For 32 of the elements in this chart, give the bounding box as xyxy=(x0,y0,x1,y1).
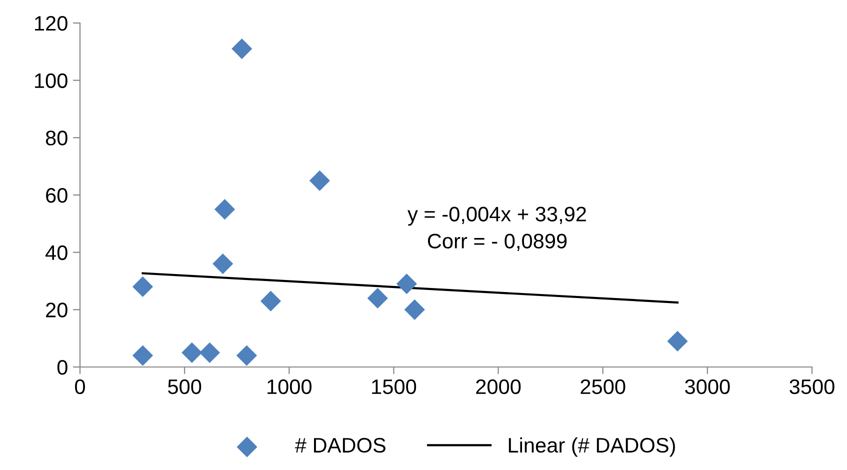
point xyxy=(260,290,282,312)
y-tick-label: 80 xyxy=(46,130,68,146)
x-tick-label: 500 xyxy=(168,379,202,394)
point xyxy=(212,254,234,274)
point xyxy=(367,288,388,308)
point xyxy=(182,342,202,363)
point xyxy=(214,199,236,220)
x-tick-label: 3500 xyxy=(790,379,834,394)
y-tick-label: 20 xyxy=(46,302,68,318)
point xyxy=(309,170,330,191)
point xyxy=(132,276,154,298)
x-tick-label: 0 xyxy=(75,379,85,394)
point xyxy=(236,345,257,366)
x-tick-label: 3000 xyxy=(685,379,730,394)
point xyxy=(132,345,154,366)
x-tick-label: 2500 xyxy=(580,379,626,394)
annotation: y = -0,004x + 33,92 Corr = - 0,0899 xyxy=(408,206,586,251)
y-tick-label: 100 xyxy=(35,73,68,88)
legend-label: # DADOS xyxy=(295,438,386,453)
y-tick-label: 60 xyxy=(46,188,68,203)
point xyxy=(667,330,688,352)
x-tick-label: 2000 xyxy=(476,379,521,394)
y-tick-label: 0 xyxy=(57,360,68,375)
point xyxy=(199,342,220,363)
point xyxy=(396,274,417,294)
point xyxy=(232,38,252,60)
x-tick-label: 1500 xyxy=(372,379,416,394)
x-tick-label: 1000 xyxy=(268,379,312,394)
y-tick-label: 120 xyxy=(35,16,68,31)
y-tick-label: 40 xyxy=(46,245,68,260)
point xyxy=(404,299,425,320)
legend-label: Linear (# DADOS) xyxy=(508,437,675,457)
